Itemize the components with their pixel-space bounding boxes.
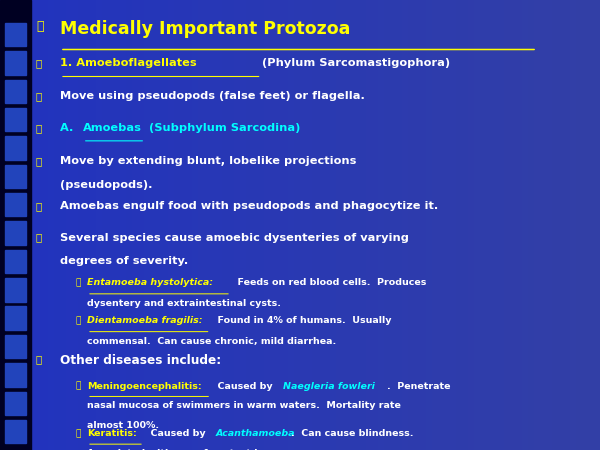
- Text: 🔒: 🔒: [36, 233, 42, 243]
- Text: degrees of severity.: degrees of severity.: [60, 256, 188, 266]
- Bar: [5, 51, 26, 75]
- Bar: [5, 363, 26, 387]
- Text: 🔒: 🔒: [76, 429, 81, 438]
- Text: 🔒: 🔒: [76, 382, 81, 391]
- Text: 1. Amoeboflagellates: 1. Amoeboflagellates: [60, 58, 200, 68]
- Text: almost 100%.: almost 100%.: [87, 421, 159, 430]
- Bar: [5, 108, 26, 131]
- Text: 🔒: 🔒: [36, 58, 42, 68]
- Text: .  Can cause blindness.: . Can cause blindness.: [291, 429, 413, 438]
- Bar: [5, 335, 26, 358]
- Text: 🔒: 🔒: [36, 201, 42, 211]
- Text: Keratitis:: Keratitis:: [87, 429, 137, 438]
- Bar: [5, 278, 26, 302]
- Text: 🔒: 🔒: [36, 156, 42, 166]
- Text: 🔒: 🔒: [36, 123, 42, 133]
- Text: .  Penetrate: . Penetrate: [387, 382, 451, 391]
- Text: Amoebas: Amoebas: [83, 123, 142, 133]
- Bar: [5, 392, 26, 415]
- Text: Caused by: Caused by: [144, 429, 209, 438]
- Bar: [5, 23, 26, 46]
- Text: 🔒: 🔒: [36, 91, 42, 101]
- Text: Several species cause amoebic dysenteries of varying: Several species cause amoebic dysenterie…: [60, 233, 409, 243]
- Text: Move by extending blunt, lobelike projections: Move by extending blunt, lobelike projec…: [60, 156, 356, 166]
- Text: 🔒: 🔒: [76, 316, 81, 325]
- Text: Associated with use of contact lenses.: Associated with use of contact lenses.: [87, 449, 292, 450]
- Bar: [5, 193, 26, 216]
- Text: A.: A.: [60, 123, 82, 133]
- Bar: [5, 80, 26, 103]
- Bar: [5, 420, 26, 443]
- Bar: [0, 0, 31, 450]
- Text: Entamoeba hystolytica:: Entamoeba hystolytica:: [87, 278, 213, 287]
- Text: (pseudopods).: (pseudopods).: [60, 180, 152, 189]
- Text: Feeds on red blood cells.  Produces: Feeds on red blood cells. Produces: [231, 278, 427, 287]
- Text: (Phylum Sarcomastigophora): (Phylum Sarcomastigophora): [262, 58, 450, 68]
- Text: Dientamoeba fragilis:: Dientamoeba fragilis:: [87, 316, 203, 325]
- Bar: [5, 165, 26, 188]
- Text: Amoebas engulf food with pseudopods and phagocytize it.: Amoebas engulf food with pseudopods and …: [60, 201, 438, 211]
- Bar: [5, 136, 26, 160]
- Bar: [5, 250, 26, 273]
- Bar: [5, 221, 26, 245]
- Text: (Subphylum Sarcodina): (Subphylum Sarcodina): [145, 123, 301, 133]
- Text: Meningoencephalitis:: Meningoencephalitis:: [87, 382, 202, 391]
- Text: dysentery and extraintestinal cysts.: dysentery and extraintestinal cysts.: [87, 299, 281, 308]
- Bar: [5, 306, 26, 330]
- Text: 🔒: 🔒: [36, 20, 44, 33]
- Text: Caused by: Caused by: [211, 382, 276, 391]
- Text: Found in 4% of humans.  Usually: Found in 4% of humans. Usually: [211, 316, 391, 325]
- Text: 🔒: 🔒: [76, 278, 81, 287]
- Text: Acanthamoeba: Acanthamoeba: [216, 429, 296, 438]
- Text: nasal mucosa of swimmers in warm waters.  Mortality rate: nasal mucosa of swimmers in warm waters.…: [87, 401, 401, 410]
- Text: Naegleria fowleri: Naegleria fowleri: [283, 382, 375, 391]
- Text: 🔒: 🔒: [36, 354, 42, 364]
- Text: Other diseases include:: Other diseases include:: [60, 354, 221, 367]
- Text: Medically Important Protozoa: Medically Important Protozoa: [60, 20, 350, 38]
- Text: commensal.  Can cause chronic, mild diarrhea.: commensal. Can cause chronic, mild diarr…: [87, 337, 336, 346]
- Text: Move using pseudopods (false feet) or flagella.: Move using pseudopods (false feet) or fl…: [60, 91, 365, 101]
